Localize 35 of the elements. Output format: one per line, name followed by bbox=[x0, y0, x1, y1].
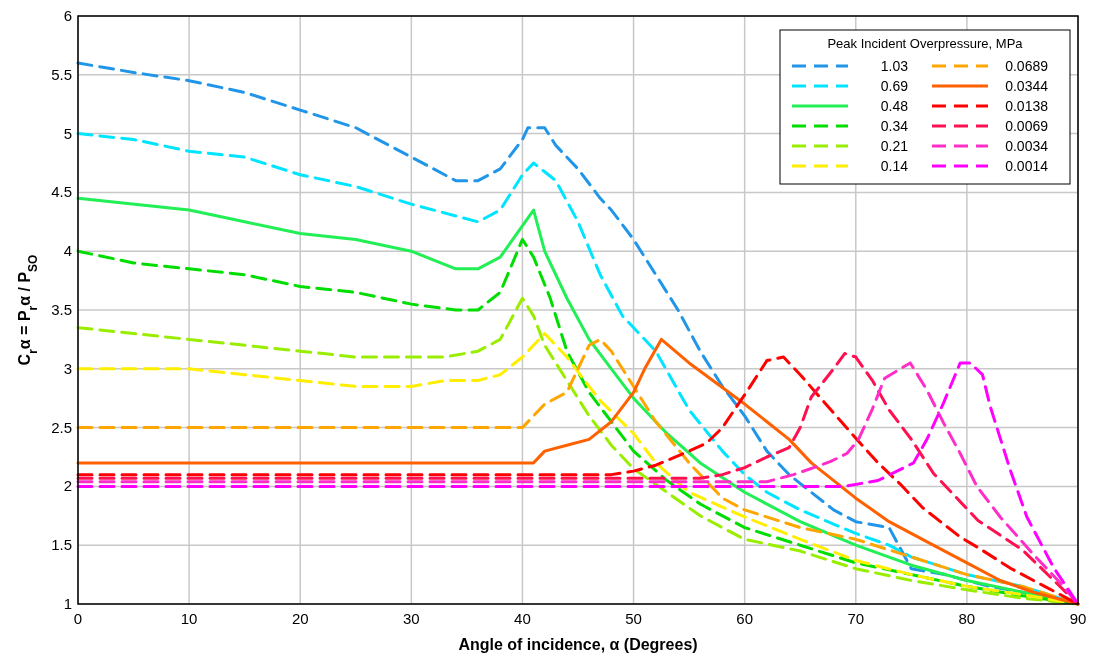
x-tick-label: 80 bbox=[958, 610, 976, 627]
legend-label: 1.03 bbox=[880, 58, 909, 74]
x-tick-label: 10 bbox=[180, 610, 198, 627]
legend-label: 0.48 bbox=[880, 98, 909, 114]
x-tick-label: 90 bbox=[1069, 610, 1087, 627]
y-tick-label: 2 bbox=[63, 477, 72, 495]
x-axis-title: Angle of incidence, α (Degrees) bbox=[458, 636, 698, 653]
legend-label: 0.0689 bbox=[1005, 58, 1049, 74]
legend-label: 0.0138 bbox=[1005, 98, 1049, 114]
y-tick-label: 2.5 bbox=[51, 418, 72, 436]
y-tick-label: 3.5 bbox=[51, 301, 72, 318]
y-tick-label: 4.5 bbox=[51, 183, 72, 201]
y-tick-label: 1 bbox=[63, 595, 72, 612]
x-tick-label: 50 bbox=[625, 610, 642, 627]
x-tick-label: 20 bbox=[291, 610, 309, 627]
y-tick-label: 6 bbox=[63, 7, 72, 24]
y-tick-label: 5.5 bbox=[51, 65, 72, 83]
x-tick-label: 60 bbox=[736, 610, 754, 627]
x-tick-label: 30 bbox=[402, 610, 420, 627]
legend-label: 0.0034 bbox=[1005, 138, 1049, 154]
legend-label: 0.0069 bbox=[1005, 118, 1049, 134]
legend-label: 0.34 bbox=[880, 118, 909, 134]
y-tick-label: 5 bbox=[63, 124, 72, 142]
x-tick-label: 40 bbox=[514, 610, 531, 627]
y-tick-label: 3 bbox=[63, 359, 72, 377]
legend-label: 0.0014 bbox=[1005, 158, 1049, 174]
y-tick-label: 4 bbox=[63, 242, 72, 260]
x-tick-label: 70 bbox=[847, 610, 865, 627]
x-tick-label: 0 bbox=[73, 610, 83, 627]
legend-label: 0.69 bbox=[880, 78, 909, 94]
legend-label: 0.21 bbox=[880, 138, 909, 154]
legend-label: 0.14 bbox=[880, 158, 909, 174]
legend-label: 0.0344 bbox=[1005, 78, 1049, 94]
y-tick-label: 1.5 bbox=[51, 536, 72, 554]
legend-title: Peak Incident Overpressure, MPa bbox=[827, 36, 1024, 51]
